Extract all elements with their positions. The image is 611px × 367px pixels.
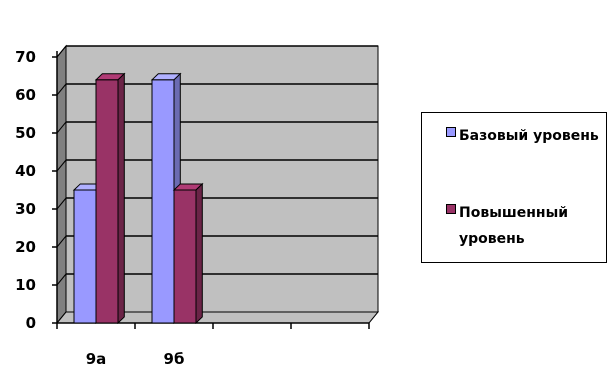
gridline-side-40 [56,159,67,172]
side-wall [56,44,67,325]
gridline-side-10 [56,273,67,286]
legend-label-2: Повышенный уровень [459,205,569,247]
gridline-side-60 [56,83,67,96]
legend: Базовый уровень Повышенный уровень [421,112,607,263]
gridline-side-30 [56,197,67,210]
bar-front [173,189,197,324]
bars [72,72,204,325]
y-tick-label-30: 30 [15,200,36,218]
bar-front [95,79,119,324]
y-tick-label-20: 20 [15,238,36,256]
y-tick-label-40: 40 [15,162,36,180]
bar-side [195,182,203,325]
legend-swatch-2 [446,204,456,214]
bar-2-1 [94,72,126,325]
y-tick-labels: 0 10 20 30 40 50 60 70 [15,48,36,332]
x-tick-label-1: 9а [86,350,107,367]
x-tick-label-2: 9б [164,350,185,367]
bar-front [73,189,97,324]
gridline-side-20 [56,235,67,248]
y-tick-label-0: 0 [26,314,36,332]
y-tick-label-10: 10 [15,276,36,294]
y-tick-label-60: 60 [15,86,36,104]
legend-swatch-1 [446,127,456,137]
y-tick-label-50: 50 [15,124,36,142]
gridline-side-50 [56,121,67,134]
bar-2-2 [172,182,204,325]
bar-side [117,72,125,325]
gridline-side-70 [56,45,67,58]
x-tick-labels: 9а 9б [86,350,185,367]
legend-label-1: Базовый уровень [459,128,599,144]
y-tick-label-70: 70 [15,48,36,66]
bar-front [151,79,175,324]
